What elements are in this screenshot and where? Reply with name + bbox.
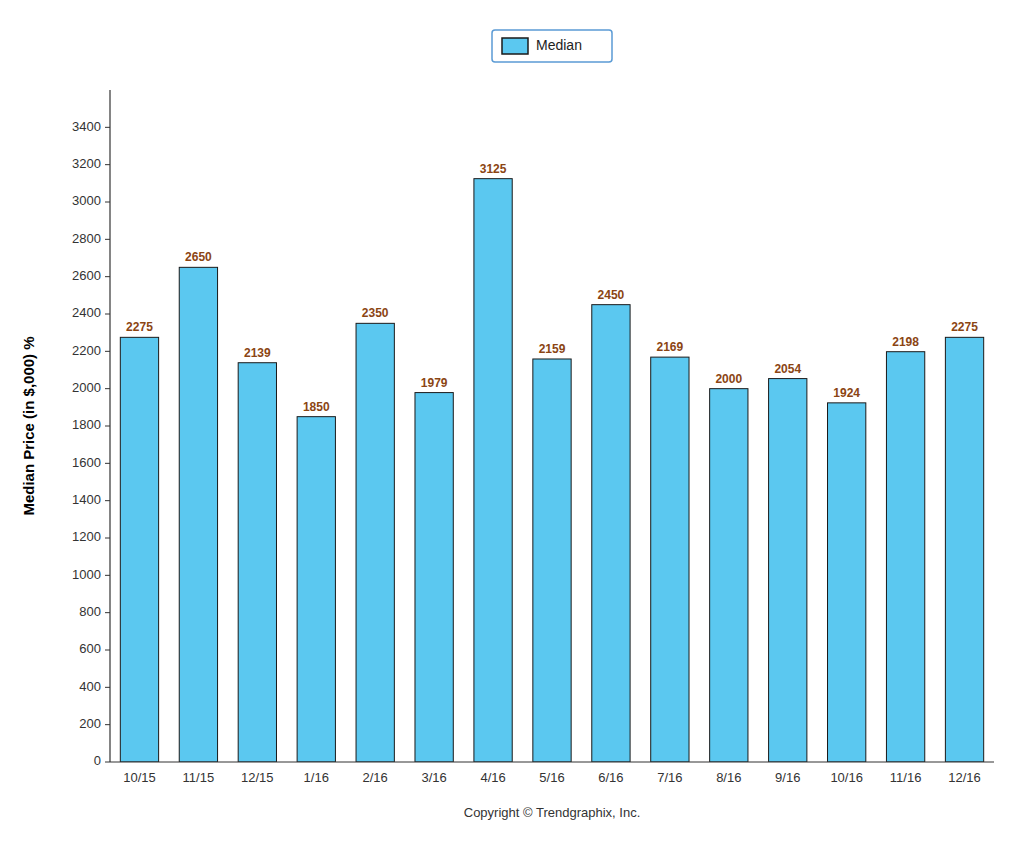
y-tick-label: 400 xyxy=(79,679,101,694)
y-tick xyxy=(105,538,110,539)
legend: Median xyxy=(492,30,612,62)
y-tick xyxy=(105,202,110,203)
y-tick-label: 3000 xyxy=(72,193,101,208)
data-label: 2275 xyxy=(951,320,978,334)
chart-svg: 0 200 400 600 800 1000 1200 1400 1600 1800 2000 220… xyxy=(0,0,1024,852)
y-tick-label: 2600 xyxy=(72,268,101,283)
data-label: 2350 xyxy=(362,306,389,320)
bar xyxy=(710,389,748,762)
bar xyxy=(415,393,453,762)
y-tick xyxy=(105,239,110,240)
y-tick-label: 200 xyxy=(79,716,101,731)
y-tick xyxy=(105,276,110,277)
legend-label: Median xyxy=(536,37,582,53)
x-axis-line xyxy=(110,761,994,762)
data-label: 2198 xyxy=(892,335,919,349)
data-label: 1924 xyxy=(833,386,860,400)
data-label: 1850 xyxy=(303,400,330,414)
y-tick-label: 0 xyxy=(94,753,101,768)
x-tick-label: 9/16 xyxy=(775,770,800,785)
y-tick-label: 1800 xyxy=(72,417,101,432)
bar xyxy=(179,267,217,762)
y-tick-label: 3400 xyxy=(72,119,101,134)
x-tick-label: 11/16 xyxy=(890,770,922,785)
bar xyxy=(886,352,924,762)
bar xyxy=(474,179,512,762)
x-tick-label: 8/16 xyxy=(716,770,741,785)
bar xyxy=(120,337,158,762)
x-tick-label: 4/16 xyxy=(480,770,505,785)
y-tick xyxy=(105,687,110,688)
bars xyxy=(120,179,983,762)
y-tick-label: 1000 xyxy=(72,567,101,582)
y-axis-label: Median Price (in $,000) % xyxy=(20,336,37,515)
x-tick-label: 11/15 xyxy=(183,770,215,785)
data-label: 2139 xyxy=(244,346,271,360)
bar xyxy=(356,323,394,762)
y-tick-label: 1200 xyxy=(72,529,101,544)
y-tick xyxy=(105,127,110,128)
chart-container: 0 200 400 600 800 1000 1200 1400 1600 1800 2000 220… xyxy=(0,0,1024,852)
legend-frame xyxy=(492,30,612,62)
bar xyxy=(945,337,983,762)
bar xyxy=(651,357,689,762)
y-tick xyxy=(105,650,110,651)
y-tick xyxy=(105,426,110,427)
data-label: 3125 xyxy=(480,162,507,176)
data-label: 2159 xyxy=(539,342,566,356)
y-tick xyxy=(105,500,110,501)
y-tick xyxy=(105,612,110,613)
data-label: 2450 xyxy=(598,288,625,302)
y-tick xyxy=(105,724,110,725)
x-tick-label: 2/16 xyxy=(363,770,388,785)
data-label: 2275 xyxy=(126,320,153,334)
x-tick-label: 1/16 xyxy=(304,770,329,785)
legend-swatch xyxy=(502,38,528,54)
x-tick-label: 10/16 xyxy=(830,770,863,785)
data-label: 2169 xyxy=(657,340,684,354)
x-tick-label: 7/16 xyxy=(657,770,682,785)
bar xyxy=(533,359,571,762)
data-label: 2000 xyxy=(715,372,742,386)
x-tick-label: 12/15 xyxy=(241,770,274,785)
y-tick-label: 1600 xyxy=(72,455,101,470)
x-axis-label: Copyright © Trendgraphix, Inc. xyxy=(464,805,641,820)
y-tick-label: 600 xyxy=(79,641,101,656)
data-label: 2650 xyxy=(185,250,212,264)
y-tick-label: 2000 xyxy=(72,380,101,395)
bar xyxy=(769,379,807,762)
data-label: 2054 xyxy=(774,362,801,376)
y-tick-label: 1400 xyxy=(72,492,101,507)
x-tick-label: 3/16 xyxy=(421,770,446,785)
y-tick xyxy=(105,762,110,763)
y-tick-label: 2400 xyxy=(72,305,101,320)
y-tick xyxy=(105,388,110,389)
y-tick-label: 2800 xyxy=(72,231,101,246)
x-tick-label: 10/15 xyxy=(123,770,156,785)
y-tick-label: 800 xyxy=(79,604,101,619)
y-tick-label: 3200 xyxy=(72,156,101,171)
y-tick xyxy=(105,314,110,315)
y-tick-label: 2200 xyxy=(72,343,101,358)
bar xyxy=(238,363,276,762)
bar xyxy=(297,417,335,762)
bar xyxy=(828,403,866,762)
y-tick xyxy=(105,351,110,352)
y-tick xyxy=(105,575,110,576)
x-tick-label: 6/16 xyxy=(598,770,623,785)
bar xyxy=(592,305,630,762)
y-tick xyxy=(105,164,110,165)
data-label: 1979 xyxy=(421,376,448,390)
x-tick-label: 5/16 xyxy=(539,770,564,785)
x-tick-label: 12/16 xyxy=(948,770,981,785)
y-tick xyxy=(105,463,110,464)
